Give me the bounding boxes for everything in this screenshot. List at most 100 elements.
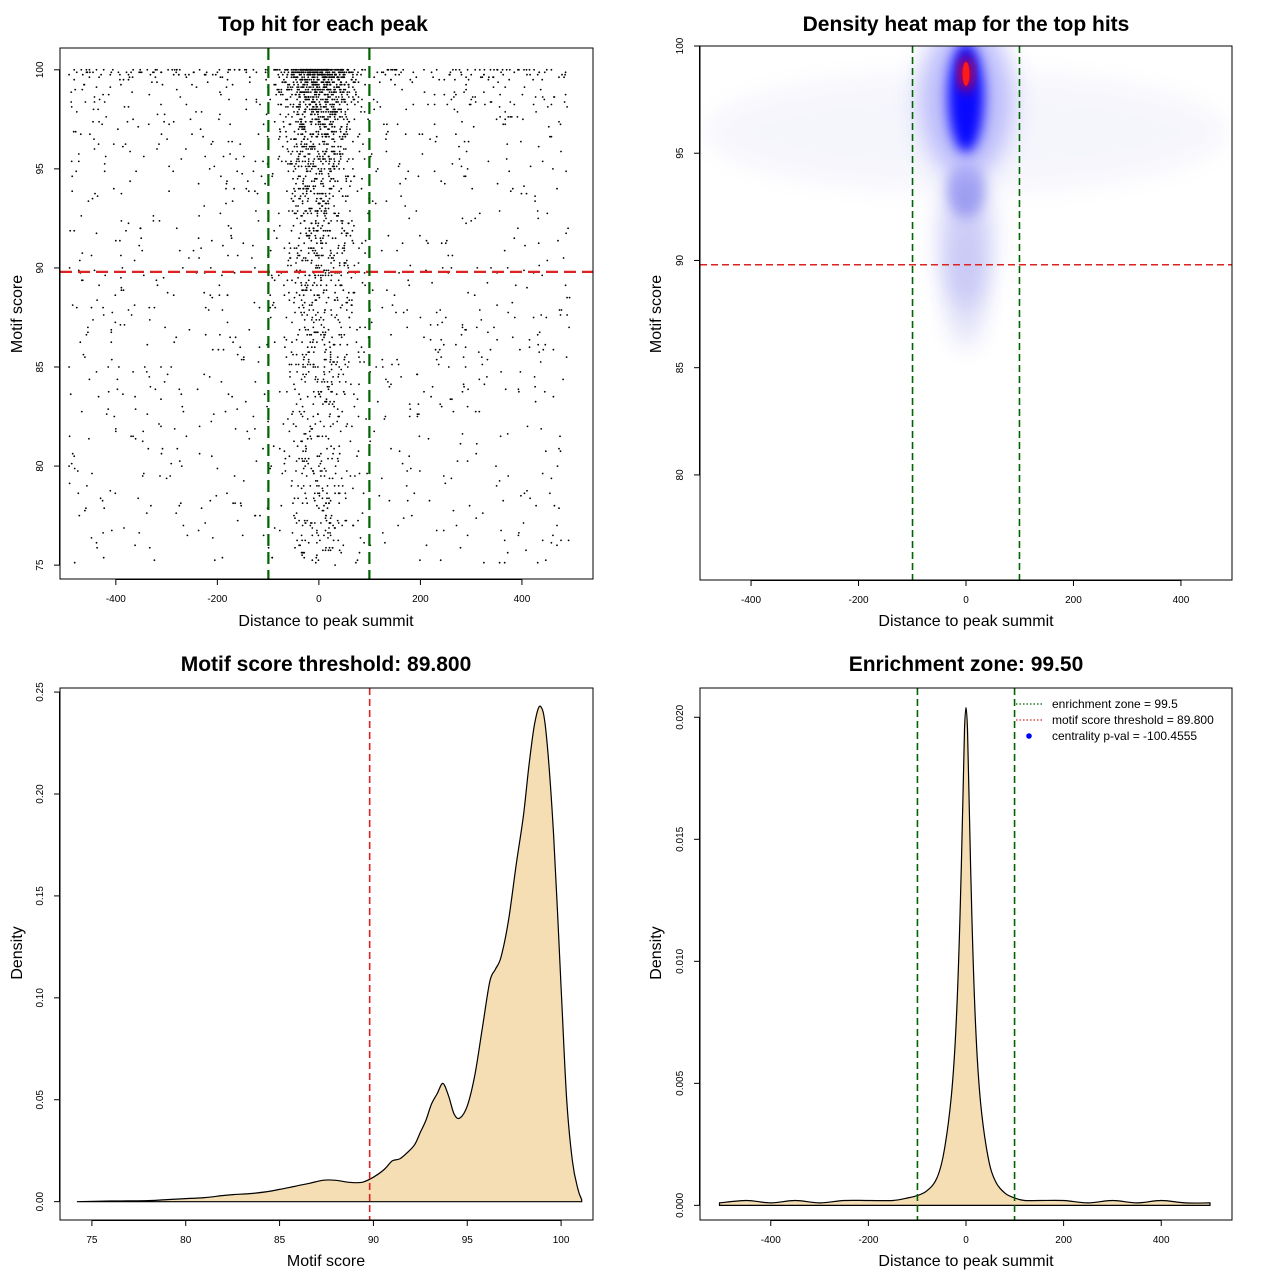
scatter-point [312, 351, 315, 353]
scatter-point [456, 460, 459, 462]
scatter-point [299, 101, 301, 103]
heatmap-x-tick-label: -400 [741, 595, 761, 606]
scatter-point [351, 239, 354, 242]
scatter-point [317, 413, 319, 415]
scatter-point [317, 390, 320, 393]
scatter-point [222, 348, 225, 351]
scatter-point [296, 86, 298, 88]
scatter-point [198, 425, 201, 428]
scatter-point [325, 546, 327, 549]
scatter-point [320, 264, 323, 267]
scatter-point [314, 249, 317, 252]
scatter-point [279, 113, 282, 116]
scatter-point [408, 284, 411, 287]
scatter-point [357, 135, 359, 138]
scatter-point [330, 177, 333, 180]
scatter-point [517, 68, 520, 71]
scatter-point [269, 316, 272, 319]
scatter-point [323, 168, 326, 170]
scatter-point [537, 242, 540, 245]
scatter-point [293, 76, 296, 79]
scatter-point [363, 351, 365, 353]
scatter-point [98, 98, 101, 101]
scatter-point [306, 187, 309, 190]
scatter-point [295, 338, 298, 341]
scatter-point [156, 148, 158, 150]
scatter-point [385, 138, 387, 141]
scatter-point [327, 457, 329, 460]
scatter-point [536, 73, 539, 76]
heatmap-y-tick-label: 80 [675, 469, 686, 481]
scatter-point [301, 457, 303, 460]
scatter-point [418, 413, 420, 415]
scatter-point [297, 187, 300, 190]
scatter-point [500, 371, 502, 373]
scatter-point [317, 111, 320, 113]
scatter-point [295, 247, 298, 250]
scatter-point [325, 348, 327, 351]
scatter-point [219, 212, 222, 215]
scatter-point [461, 324, 464, 326]
scatter-point [447, 366, 450, 368]
scatter-point [332, 452, 334, 455]
scatter-point [314, 276, 317, 279]
scatter-point [296, 371, 298, 373]
scatter-point [355, 341, 358, 344]
scatter-point [221, 76, 224, 79]
scatter-point [402, 311, 405, 314]
scatter-point [449, 398, 452, 401]
scatter-point [504, 86, 507, 88]
scatter-point [137, 497, 140, 500]
scatter-point [311, 470, 314, 472]
scatter-point [568, 326, 570, 329]
scatter-point [90, 306, 93, 309]
scatter-point [341, 153, 344, 155]
scatter-point [335, 130, 337, 133]
scatter-point [259, 103, 261, 106]
scatter-point [329, 180, 331, 183]
scatter-point [304, 492, 307, 495]
scatter-point [568, 296, 571, 299]
scatter-point [565, 232, 567, 235]
scatter-point [295, 120, 297, 123]
scatter-point [173, 68, 176, 71]
scatter-point [148, 306, 151, 309]
scatter-point [330, 274, 333, 277]
scatter-point [467, 291, 469, 294]
scatter-point [304, 165, 307, 168]
scatter-point [311, 118, 314, 121]
scatter-point [340, 125, 343, 128]
scatter-point [316, 73, 319, 76]
scatter-point [70, 462, 73, 465]
scatter-point [203, 205, 206, 207]
scatter-point [326, 485, 329, 487]
scatter-point [283, 247, 286, 250]
scatter-point [300, 487, 303, 490]
scatter-point [278, 447, 281, 450]
scatter-point [312, 108, 315, 111]
scatter-point [322, 274, 324, 277]
scatter-point [338, 108, 341, 111]
scatter-point [262, 534, 265, 537]
scatter-point [199, 128, 202, 131]
scatter-point [329, 356, 332, 358]
scatter-point [346, 343, 349, 346]
scatter-point [363, 272, 366, 274]
scatter-point [438, 78, 441, 81]
scatter-point [289, 163, 291, 165]
heatmap-density-field [706, 46, 1226, 348]
scatter-point [334, 472, 337, 475]
scatter-point [536, 561, 539, 564]
scatter-point [346, 68, 349, 71]
scatter-point [341, 247, 344, 250]
scatter-point [295, 291, 298, 294]
scatter-point [304, 465, 307, 467]
scatter-point [503, 561, 506, 564]
scatter-point [385, 150, 388, 153]
scatter-point [311, 106, 314, 108]
scatter-point [318, 153, 320, 155]
scatter-point [437, 363, 440, 366]
scatter-point [134, 408, 137, 410]
scatter-point [243, 68, 246, 71]
scatter-point [300, 143, 302, 146]
